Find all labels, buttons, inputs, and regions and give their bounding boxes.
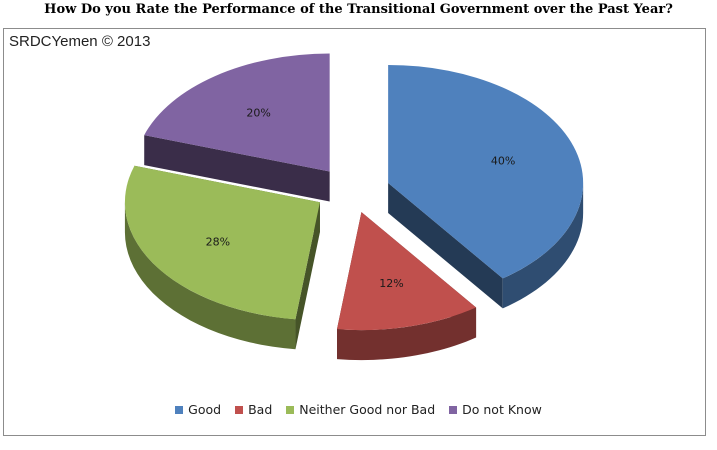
slice-do-not-know-top — [144, 53, 330, 172]
slice-good-edge — [502, 182, 584, 309]
slice-neither-good-nor-bad — [124, 165, 320, 350]
legend-label-do-not-know: Do not Know — [462, 402, 542, 417]
legend-item-do-not-know: Do not Know — [449, 402, 542, 417]
legend-swatch-good — [175, 405, 184, 414]
chart-frame — [3, 28, 706, 436]
legend-swatch-bad — [235, 405, 244, 414]
data-label-bad: 12% — [379, 277, 403, 290]
slice-bad-edge — [337, 307, 477, 361]
chart-legend: Good Bad Neither Good nor Bad Do not Kno… — [0, 402, 717, 417]
data-label-do-not-know: 20% — [246, 106, 270, 119]
slice-bad-top — [337, 212, 477, 331]
slice-good-wall-1 — [388, 182, 503, 309]
legend-label-bad: Bad — [248, 402, 273, 417]
legend-label-neither: Neither Good nor Bad — [299, 402, 436, 417]
legend-item-bad: Bad — [235, 402, 272, 417]
slice-neither-good-nor-bad-top — [124, 165, 320, 320]
legend-item-neither: Neither Good nor Bad — [286, 402, 435, 417]
slice-do-not-know — [144, 53, 330, 202]
slice-good — [388, 64, 584, 309]
slice-neither-good-nor-bad-wall-0 — [295, 202, 320, 350]
slice-do-not-know-wall-0 — [144, 135, 330, 202]
legend-item-good: Good — [175, 402, 221, 417]
legend-swatch-do-not-know — [449, 405, 458, 414]
data-label-neither-good-nor-bad: 28% — [206, 235, 230, 248]
slice-good-top — [388, 64, 584, 279]
legend-swatch-neither — [286, 405, 295, 414]
legend-label-good: Good — [188, 402, 222, 417]
data-label-good: 40% — [491, 154, 515, 167]
chart-title: How Do you Rate the Performance of the T… — [44, 2, 673, 17]
slice-bad — [337, 212, 477, 361]
slice-neither-good-nor-bad-edge — [124, 202, 296, 350]
watermark: SRDCYemen © 2013 — [9, 33, 151, 50]
